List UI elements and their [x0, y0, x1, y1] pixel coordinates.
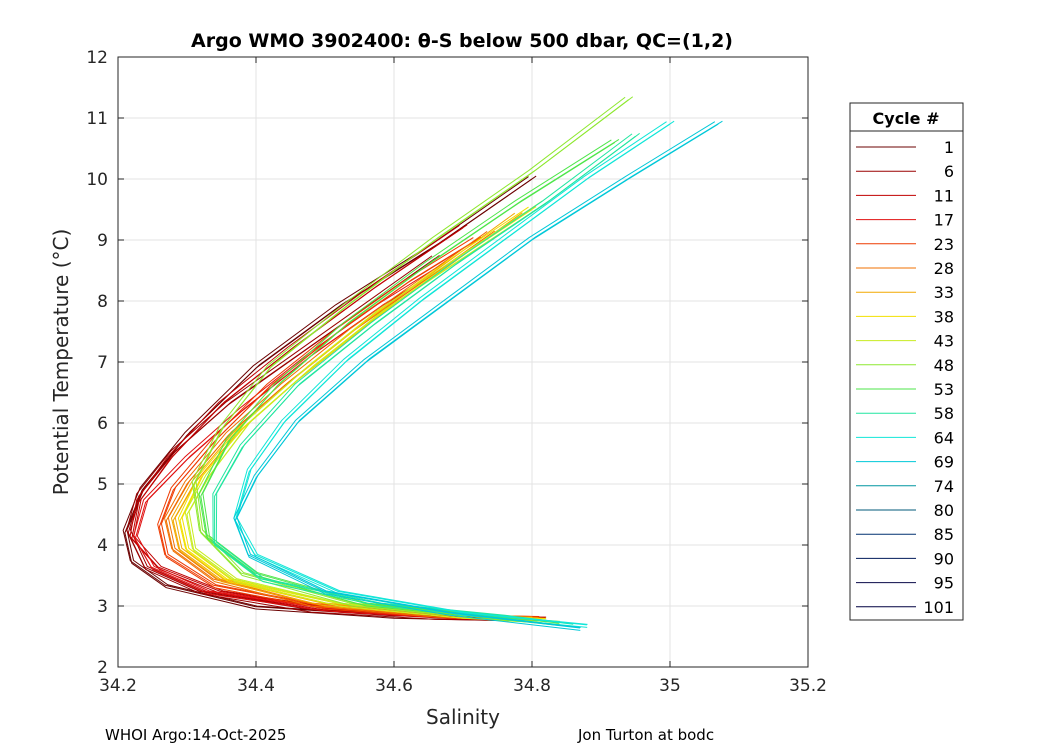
legend-label: 69 [934, 453, 954, 472]
x-axis-ticks: 34.2 34.4 34.6 34.8 35 35.2 [99, 57, 827, 696]
legend-label: 23 [934, 235, 954, 254]
x-tick-label: 34.2 [99, 676, 137, 696]
legend-label: 38 [934, 307, 954, 326]
y-tick-label: 2 [97, 658, 108, 678]
y-tick-label: 4 [97, 536, 108, 556]
y-axis-ticks: 2 3 4 5 6 7 8 9 10 11 12 [86, 48, 808, 678]
x-tick-label: 35.2 [789, 676, 827, 696]
y-tick-label: 7 [97, 353, 108, 373]
x-tick-label: 35 [659, 676, 681, 696]
y-tick-label: 11 [86, 109, 108, 129]
legend-entries: 1 6 11 17 23 28 33 38 43 48 53 58 64 69 74 80 85 90 95 101 [856, 138, 954, 617]
footer-source: WHOI Argo:14-Oct-2025 [105, 726, 287, 744]
y-tick-label: 9 [97, 231, 108, 251]
legend-label: 33 [934, 283, 954, 302]
series-line-cycle-58 [212, 133, 633, 625]
legend-label: 43 [934, 332, 954, 351]
legend-label: 11 [934, 186, 954, 205]
series-line-cycle-1 [122, 176, 532, 620]
legend-label: 17 [934, 211, 954, 230]
legend-label: 58 [934, 404, 954, 423]
legend-label: 101 [923, 598, 954, 617]
legend-label: 95 [934, 574, 954, 593]
legend-label: 28 [934, 259, 954, 278]
x-axis-label: Salinity [426, 705, 500, 729]
legend-title: Cycle # [873, 109, 940, 128]
x-tick-label: 34.6 [375, 676, 413, 696]
series-line-cycle-69 [233, 121, 716, 629]
series-line-cycle-1 [126, 175, 537, 619]
series-line-cycle-33 [170, 212, 532, 619]
y-tick-label: 8 [97, 292, 108, 312]
chart-title: Argo WMO 3902400: θ-S below 500 dbar, QC… [191, 30, 733, 52]
legend: Cycle # 1 6 11 17 23 28 33 38 43 48 53 58 64 69 74 80 85… [849, 102, 964, 621]
x-tick-label: 34.8 [513, 676, 551, 696]
series-line-cycle-6 [129, 254, 533, 619]
y-tick-label: 6 [97, 414, 108, 434]
series-line-cycle-53 [198, 139, 612, 624]
legend-label: 90 [934, 549, 954, 568]
series-line-cycle-17 [133, 261, 532, 618]
y-tick-label: 12 [86, 48, 108, 68]
series-line-cycle-64 [236, 120, 675, 625]
series-line-cycle-69 [236, 120, 723, 628]
legend-label: 48 [934, 356, 954, 375]
legend-label: 1 [944, 138, 954, 157]
y-tick-label: 5 [97, 475, 108, 495]
legend-label: 53 [934, 380, 954, 399]
footer-credit: Jon Turton at bodc [578, 726, 715, 744]
y-axis-label: Potential Temperature (°C) [49, 229, 73, 496]
x-tick-label: 34.4 [237, 676, 275, 696]
legend-label: 74 [934, 477, 954, 496]
y-tick-label: 3 [97, 597, 108, 617]
series-line-cycle-48 [191, 96, 626, 623]
series-line-cycle-1 [124, 178, 533, 622]
legend-label: 80 [934, 501, 954, 520]
series-line-cycle-28 [164, 231, 532, 618]
legend-label: 6 [944, 162, 954, 181]
series-layer [122, 96, 723, 631]
y-tick-label: 10 [86, 170, 108, 190]
series-line-cycle-64 [233, 121, 667, 626]
legend-label: 85 [934, 525, 954, 544]
legend-label: 64 [934, 428, 954, 447]
